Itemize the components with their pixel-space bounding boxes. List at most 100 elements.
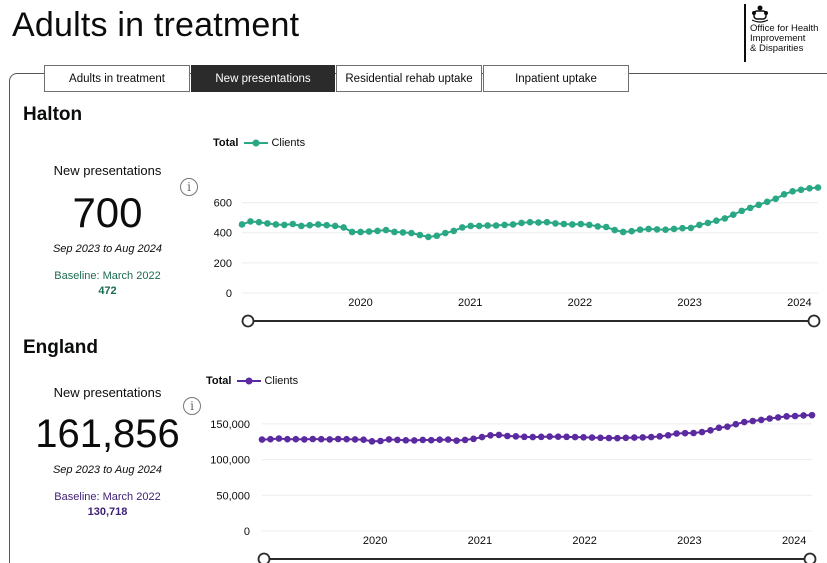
data-point[interactable] — [314, 221, 322, 228]
data-point[interactable] — [713, 217, 720, 224]
data-point[interactable] — [569, 221, 576, 228]
data-point[interactable] — [289, 220, 297, 228]
data-point[interactable] — [351, 436, 359, 443]
data-point[interactable] — [774, 414, 782, 421]
data-point[interactable] — [470, 435, 477, 443]
data-point[interactable] — [588, 434, 596, 441]
tab-new-presentations[interactable]: New presentations — [191, 65, 335, 92]
data-point[interactable] — [484, 222, 491, 229]
data-point[interactable] — [357, 228, 364, 236]
data-point[interactable] — [411, 437, 418, 444]
data-point[interactable] — [636, 226, 644, 234]
data-point[interactable] — [580, 433, 587, 441]
data-point[interactable] — [772, 195, 779, 203]
data-point[interactable] — [343, 435, 350, 443]
data-point[interactable] — [475, 222, 483, 230]
data-point[interactable] — [611, 226, 619, 234]
data-point[interactable] — [301, 436, 308, 443]
data-point[interactable] — [317, 435, 325, 443]
data-point[interactable] — [690, 429, 697, 437]
data-point[interactable] — [391, 228, 398, 236]
data-point[interactable] — [653, 226, 661, 233]
data-point[interactable] — [552, 220, 559, 227]
data-point[interactable] — [504, 432, 511, 440]
data-point[interactable] — [707, 426, 714, 434]
data-point[interactable] — [602, 223, 610, 231]
data-point[interactable] — [297, 222, 305, 230]
data-point[interactable] — [521, 433, 528, 441]
data-point[interactable] — [687, 224, 695, 232]
data-point[interactable] — [622, 434, 630, 442]
data-point[interactable] — [679, 224, 686, 232]
range-slider-start-handle[interactable] — [257, 552, 271, 563]
data-point[interactable] — [619, 228, 627, 236]
data-point[interactable] — [509, 221, 517, 228]
data-point[interactable] — [433, 232, 441, 240]
data-point[interactable] — [800, 412, 807, 419]
data-point[interactable] — [281, 221, 288, 229]
data-point[interactable] — [741, 418, 748, 426]
data-point[interactable] — [501, 221, 508, 229]
data-point[interactable] — [738, 207, 746, 215]
tab-inpatient-uptake[interactable]: Inpatient uptake — [483, 65, 629, 92]
data-point[interactable] — [272, 221, 280, 228]
data-point[interactable] — [554, 433, 562, 441]
data-point[interactable] — [656, 433, 663, 440]
data-point[interactable] — [670, 225, 678, 233]
data-point[interactable] — [631, 434, 638, 441]
data-point[interactable] — [647, 433, 655, 441]
data-point[interactable] — [585, 221, 593, 229]
data-point[interactable] — [492, 222, 500, 229]
data-point[interactable] — [306, 221, 314, 229]
data-point[interactable] — [394, 436, 401, 444]
data-point[interactable] — [783, 413, 790, 420]
data-point[interactable] — [348, 228, 356, 236]
data-point[interactable] — [512, 433, 520, 440]
data-point[interactable] — [755, 201, 763, 209]
data-point[interactable] — [258, 436, 266, 443]
data-point[interactable] — [368, 438, 376, 445]
data-point[interactable] — [419, 436, 427, 444]
data-point[interactable] — [255, 218, 263, 226]
data-point[interactable] — [729, 211, 737, 218]
info-icon[interactable]: i — [180, 178, 198, 196]
data-point[interactable] — [808, 411, 816, 419]
data-point[interactable] — [814, 184, 822, 191]
data-point[interactable] — [577, 220, 585, 228]
data-point[interactable] — [264, 220, 271, 227]
data-point[interactable] — [331, 222, 339, 230]
data-point[interactable] — [791, 412, 799, 420]
data-point[interactable] — [238, 221, 246, 228]
data-point[interactable] — [721, 215, 729, 222]
data-point[interactable] — [385, 436, 393, 443]
info-icon[interactable]: i — [183, 397, 201, 415]
data-point[interactable] — [698, 428, 706, 436]
data-point[interactable] — [529, 433, 537, 441]
data-point[interactable] — [360, 436, 367, 444]
data-point[interactable] — [309, 435, 317, 443]
legend-series-label[interactable]: Clients — [264, 375, 299, 387]
data-point[interactable] — [780, 191, 788, 198]
legend-series-label[interactable]: Clients — [271, 137, 306, 149]
data-point[interactable] — [425, 233, 432, 241]
data-point[interactable] — [478, 433, 486, 441]
data-point[interactable] — [450, 227, 458, 235]
data-point[interactable] — [399, 229, 407, 236]
data-point[interactable] — [681, 429, 689, 437]
data-point[interactable] — [704, 219, 712, 227]
data-point[interactable] — [292, 435, 300, 443]
data-point[interactable] — [427, 436, 435, 444]
data-point[interactable] — [543, 218, 551, 226]
data-point[interactable] — [546, 433, 553, 440]
data-point[interactable] — [275, 435, 283, 442]
data-point[interactable] — [247, 218, 254, 225]
data-point[interactable] — [673, 430, 680, 437]
data-point[interactable] — [467, 222, 475, 230]
data-point[interactable] — [436, 436, 443, 444]
data-point[interactable] — [662, 226, 669, 234]
data-point[interactable] — [605, 434, 613, 442]
data-point[interactable] — [453, 437, 460, 444]
data-point[interactable] — [614, 434, 621, 442]
data-point[interactable] — [458, 224, 466, 231]
data-point[interactable] — [537, 433, 545, 441]
